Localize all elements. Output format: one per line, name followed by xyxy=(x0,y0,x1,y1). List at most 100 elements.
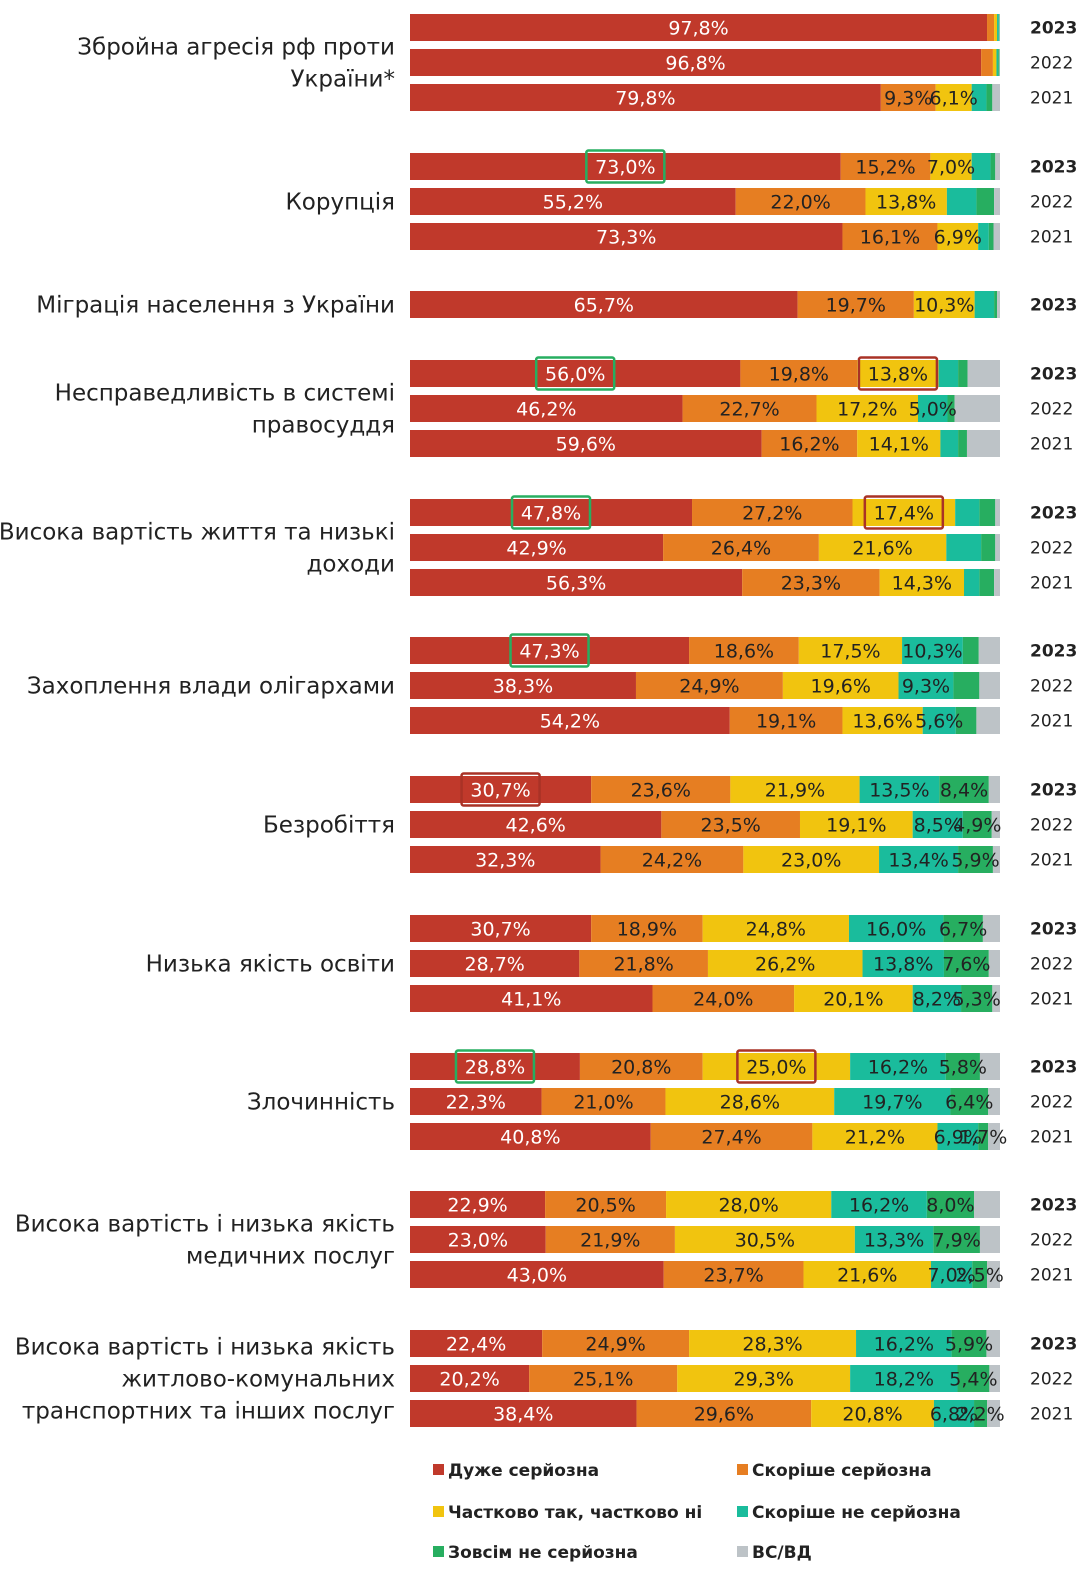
bar-segment xyxy=(988,223,994,250)
bar-segment xyxy=(962,811,992,838)
bar-segment xyxy=(410,153,841,180)
data-label: 4,9% xyxy=(953,815,1001,837)
data-label: 5,9% xyxy=(951,850,999,872)
bar-segment xyxy=(998,49,1000,76)
data-label: 96,8% xyxy=(665,53,725,75)
bar-segment xyxy=(702,1053,851,1080)
bar-segment xyxy=(798,637,903,664)
bar-segment xyxy=(946,534,982,561)
data-label: 16,2% xyxy=(849,1195,909,1217)
bar-segment xyxy=(545,1226,675,1253)
bar-segment xyxy=(951,1330,987,1357)
legend-swatch xyxy=(433,1506,444,1517)
bar-segment xyxy=(799,811,913,838)
bar-segment xyxy=(545,1191,667,1218)
bar-segment xyxy=(990,153,996,180)
data-label: 20,2% xyxy=(439,1369,499,1391)
data-label: 16,2% xyxy=(874,1334,934,1356)
bar-segment xyxy=(689,637,799,664)
bar-segment xyxy=(992,84,1000,111)
data-label: 38,4% xyxy=(493,1404,553,1426)
data-label: 24,9% xyxy=(585,1334,645,1356)
data-label: 7,9% xyxy=(932,1230,980,1252)
bar-segment xyxy=(995,534,1000,561)
data-label: 29,3% xyxy=(734,1369,794,1391)
data-label: 13,5% xyxy=(869,780,929,802)
year-label: 2022 xyxy=(1030,54,1073,74)
data-label: 26,4% xyxy=(711,538,771,560)
bar-segment xyxy=(954,395,1000,422)
year-label: 2021 xyxy=(1030,89,1073,109)
bar-segment xyxy=(865,188,947,215)
bar-segment xyxy=(410,776,592,803)
year-label: 2022 xyxy=(1030,1370,1073,1390)
bar-segment xyxy=(591,915,703,942)
year-label: 2023 xyxy=(1030,1335,1077,1355)
bar-segment xyxy=(958,360,968,387)
bar-segment xyxy=(974,291,995,318)
bar-segment xyxy=(761,430,858,457)
data-label: 20,1% xyxy=(823,989,883,1011)
data-label: 22,0% xyxy=(770,192,830,214)
bar-segment xyxy=(857,430,941,457)
bar-segment xyxy=(729,707,843,734)
data-label: 21,6% xyxy=(837,1265,897,1287)
bar-segment xyxy=(812,1123,938,1150)
bar-segment xyxy=(937,223,979,250)
highlight-box xyxy=(534,356,616,391)
bar-segment xyxy=(987,1261,1000,1288)
bar-segment xyxy=(966,430,1000,457)
bar-segment xyxy=(988,950,1000,977)
bar-segment xyxy=(982,915,1000,942)
category-label: Низька якість освіти xyxy=(146,952,395,978)
highlight-box xyxy=(460,772,541,807)
data-label: 9,3% xyxy=(884,88,932,110)
legend-swatch xyxy=(737,1546,748,1557)
year-label: 2023 xyxy=(1030,158,1077,178)
bar-segment xyxy=(879,846,959,873)
bar-segment xyxy=(529,1365,678,1392)
bar-segment xyxy=(782,672,899,699)
bar-segment xyxy=(410,707,730,734)
data-label: 25,0% xyxy=(746,1057,806,1079)
category-label: Збройна агресія рф проти xyxy=(77,35,395,61)
bar-segment xyxy=(663,1261,804,1288)
bar-segment xyxy=(989,1365,1000,1392)
bar-segment xyxy=(410,1191,546,1218)
data-label: 19,8% xyxy=(769,364,829,386)
bar-segment xyxy=(730,776,860,803)
category-label: Висока вартість і низька якість xyxy=(15,1212,395,1238)
bar-segment xyxy=(962,637,979,664)
data-label: 6,9% xyxy=(934,227,982,249)
bar-segment xyxy=(410,1088,542,1115)
bar-segment xyxy=(937,1123,979,1150)
bar-segment xyxy=(999,49,1000,76)
legend-swatch xyxy=(737,1464,748,1475)
highlight-box xyxy=(510,495,592,530)
bar-segment xyxy=(410,49,982,76)
year-label: 2021 xyxy=(1030,1405,1073,1425)
data-label: 19,1% xyxy=(826,815,886,837)
bar-segment xyxy=(856,1330,952,1357)
year-label: 2022 xyxy=(1030,955,1073,975)
bar-segment xyxy=(995,153,1000,180)
data-label: 79,8% xyxy=(615,88,675,110)
data-label: 7,6% xyxy=(942,954,990,976)
year-label: 2022 xyxy=(1030,539,1073,559)
legend-label: Скоріше не серйозна xyxy=(752,1503,961,1523)
bar-segment xyxy=(542,1330,690,1357)
data-label: 41,1% xyxy=(501,989,561,1011)
bar-segment xyxy=(674,1226,855,1253)
data-label: 18,2% xyxy=(874,1369,934,1391)
bar-segment xyxy=(978,223,989,250)
data-label: 23,7% xyxy=(703,1265,763,1287)
year-label: 2022 xyxy=(1030,816,1073,836)
bar-segment xyxy=(857,360,939,387)
data-label: 23,5% xyxy=(700,815,760,837)
data-label: 23,6% xyxy=(631,780,691,802)
bar-segment xyxy=(410,1330,543,1357)
year-label: 2021 xyxy=(1030,712,1073,732)
bar-segment xyxy=(994,14,998,41)
bar-segment xyxy=(958,846,993,873)
bar-segment xyxy=(986,84,993,111)
